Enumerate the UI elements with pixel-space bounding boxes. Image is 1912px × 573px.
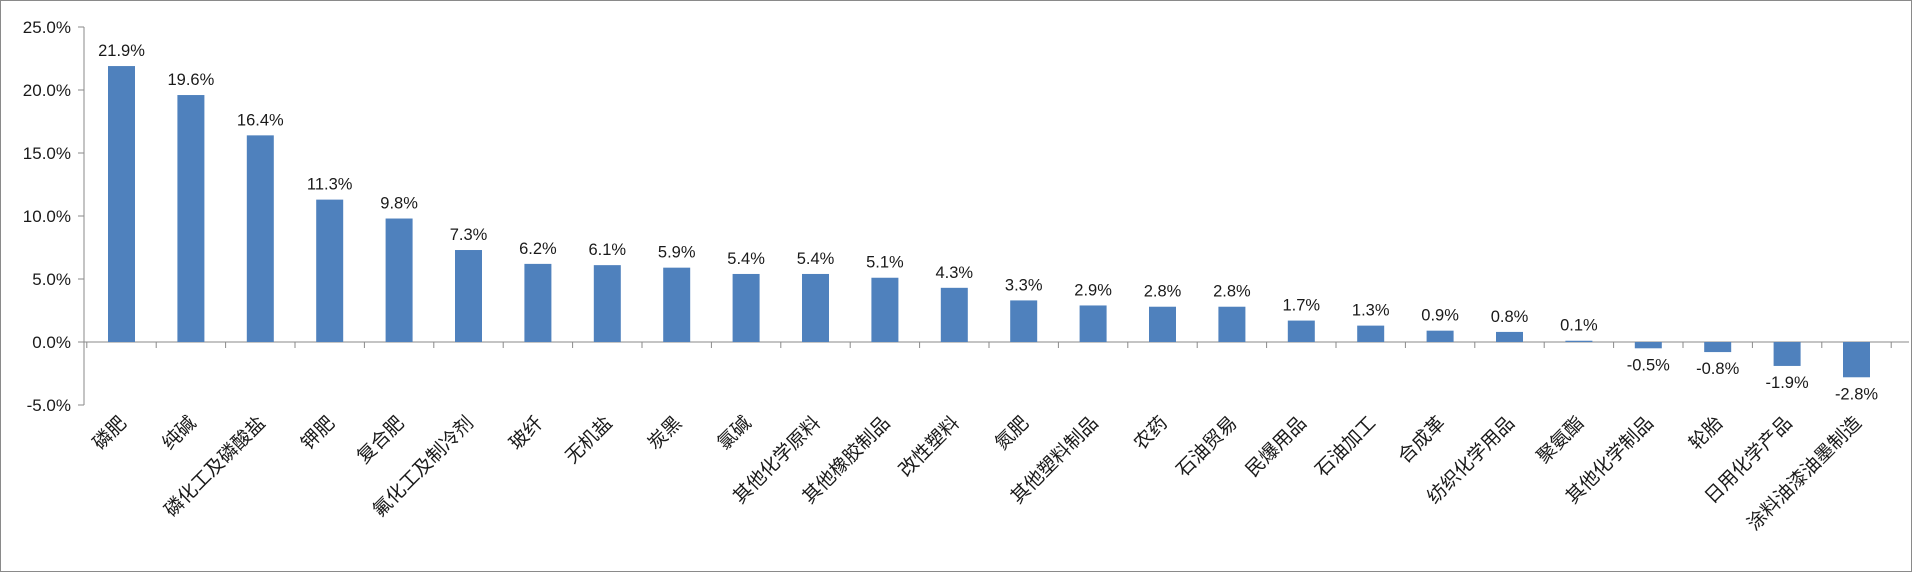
category-label: 无机盐: [561, 412, 617, 468]
data-label: 5.4%: [727, 250, 765, 268]
category-label: 磷肥: [89, 412, 131, 454]
category-label: 钾肥: [297, 412, 339, 454]
category-label: 炭黑: [644, 412, 686, 454]
bar: [802, 273, 829, 342]
data-label: -0.5%: [1627, 356, 1670, 374]
category-label: 改性塑料: [895, 412, 964, 481]
data-label: 5.1%: [866, 254, 904, 272]
data-label: 7.3%: [450, 226, 488, 244]
data-label: 5.4%: [797, 250, 835, 268]
category-label: 农药: [1130, 412, 1172, 454]
bar: [940, 287, 968, 342]
bar: [1496, 331, 1523, 342]
bar: [455, 250, 482, 342]
data-label: 2.8%: [1144, 283, 1182, 301]
y-tick-label: 20.0%: [23, 81, 71, 100]
bar: [524, 263, 552, 342]
bar: [732, 273, 760, 342]
category-label: 轮胎: [1685, 412, 1727, 454]
bar: [1287, 320, 1315, 342]
data-label: 9.8%: [380, 195, 418, 213]
category-label: 聚氨酯: [1533, 412, 1589, 468]
bar: [1426, 330, 1454, 342]
bar: [1357, 325, 1385, 342]
category-label: 复合肥: [353, 412, 409, 468]
bar: [871, 277, 899, 342]
data-label: 11.3%: [307, 176, 353, 194]
bar: [1149, 306, 1176, 342]
bar: [663, 267, 691, 342]
category-label: 民爆用品: [1242, 412, 1311, 481]
category-label: 氮肥: [991, 412, 1033, 454]
category-label: 氯碱: [713, 412, 755, 454]
category-label: 合成革: [1394, 412, 1450, 468]
y-tick-label: 25.0%: [23, 18, 71, 37]
bar: [246, 135, 274, 342]
bar: [593, 265, 621, 342]
bar: [177, 95, 205, 342]
y-tick-label: -5.0%: [27, 396, 71, 415]
data-label: 4.3%: [935, 264, 973, 282]
bar: [1704, 342, 1732, 353]
y-tick-label: 0.0%: [32, 333, 71, 352]
y-tick-label: 5.0%: [32, 270, 71, 289]
bar: [1843, 342, 1870, 378]
bar: [1773, 342, 1801, 366]
bar: [316, 199, 344, 342]
bar: [108, 66, 135, 342]
data-label: -0.8%: [1696, 360, 1739, 378]
category-label: 纯碱: [158, 412, 200, 454]
data-label: 16.4%: [237, 111, 284, 129]
y-tick-label: 15.0%: [23, 144, 71, 163]
data-label: 6.2%: [519, 240, 557, 258]
data-label: -2.8%: [1835, 385, 1878, 403]
data-label: 2.9%: [1074, 281, 1112, 299]
category-label: 石油加工: [1311, 412, 1380, 481]
data-label: 19.6%: [168, 71, 215, 89]
data-label: -1.9%: [1766, 374, 1809, 392]
category-label: 玻纤: [505, 412, 547, 454]
bar: [1079, 305, 1107, 342]
data-label: 2.8%: [1213, 283, 1251, 301]
data-label: 0.8%: [1491, 308, 1529, 326]
bar: [1010, 300, 1038, 342]
data-label: 1.3%: [1352, 302, 1390, 320]
bar: [1565, 340, 1593, 342]
y-tick-label: 10.0%: [23, 207, 71, 226]
data-label: 3.3%: [1005, 276, 1043, 294]
bar: [1218, 306, 1246, 342]
category-label: 石油贸易: [1172, 412, 1241, 481]
data-label: 6.1%: [588, 241, 626, 259]
data-label: 1.7%: [1282, 297, 1320, 315]
data-label: 0.1%: [1560, 317, 1598, 335]
bar: [1634, 342, 1662, 349]
data-label: 21.9%: [98, 42, 145, 60]
data-label: 5.9%: [658, 244, 696, 262]
data-label: 0.9%: [1421, 307, 1459, 325]
bar: [385, 218, 413, 342]
